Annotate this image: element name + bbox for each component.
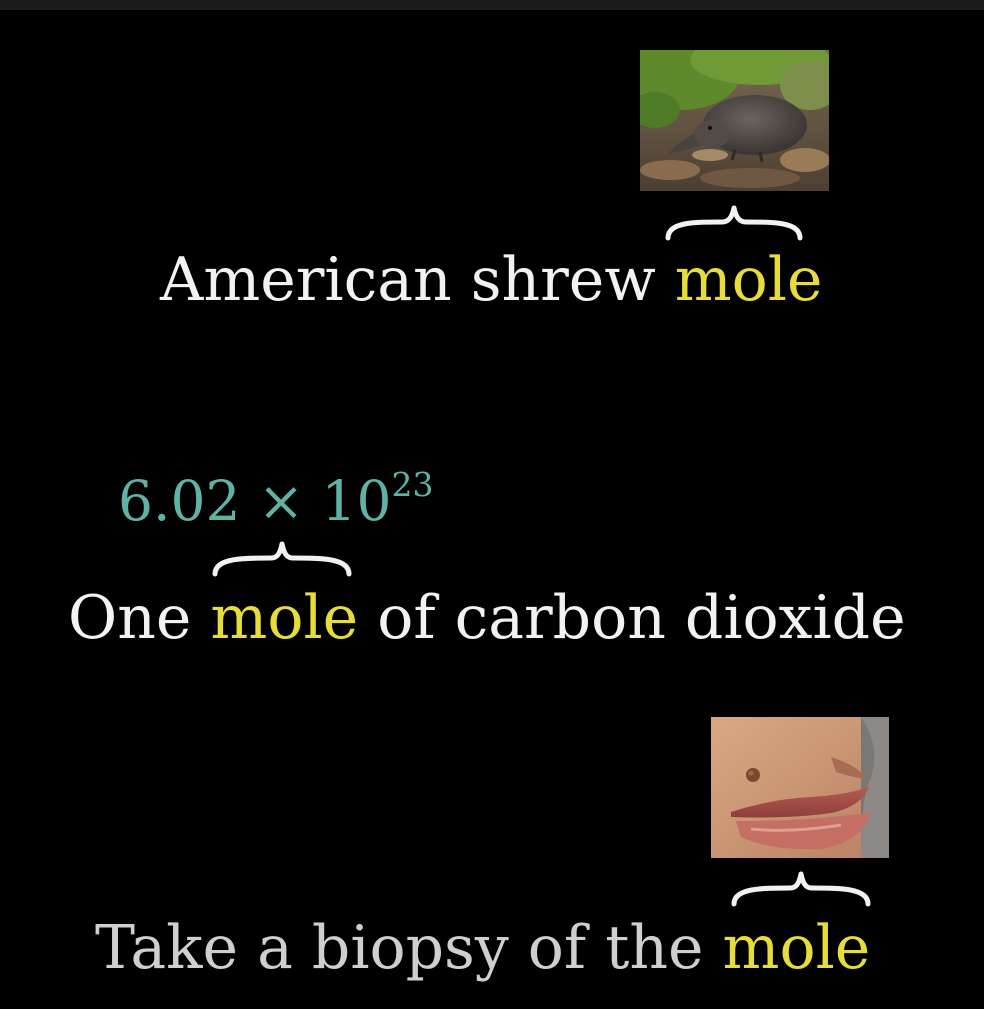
chemistry-sentence-prefix: One bbox=[68, 583, 211, 653]
shrew-sentence-prefix: American shrew bbox=[160, 245, 675, 315]
shrew-sentence-highlight: mole bbox=[674, 245, 823, 315]
lip-photo-illustration bbox=[711, 717, 889, 858]
shrew-brace bbox=[665, 205, 803, 241]
chemistry-sentence-highlight: mole bbox=[210, 583, 359, 653]
shrew-mole-photo bbox=[640, 50, 829, 191]
skin-brace bbox=[731, 871, 871, 907]
skin-sentence-highlight: mole bbox=[722, 913, 871, 983]
avogadro-base: 6.02 × 10 bbox=[118, 469, 392, 533]
chemistry-sentence-suffix: of carbon dioxide bbox=[358, 583, 906, 653]
skin-mole-photo bbox=[711, 717, 889, 858]
skin-sentence: Take a biopsy of the mole bbox=[95, 918, 870, 978]
avogadro-number: 6.02 × 1023 bbox=[118, 468, 434, 529]
chemistry-brace bbox=[212, 541, 352, 577]
chemistry-sentence: One mole of carbon dioxide bbox=[68, 588, 906, 648]
top-window-strip bbox=[0, 0, 984, 10]
avogadro-exponent: 23 bbox=[391, 465, 434, 504]
skin-sentence-prefix: Take a biopsy of the bbox=[95, 913, 723, 983]
shrew-photo-illustration bbox=[640, 50, 829, 191]
shrew-sentence: American shrew mole bbox=[160, 250, 822, 310]
